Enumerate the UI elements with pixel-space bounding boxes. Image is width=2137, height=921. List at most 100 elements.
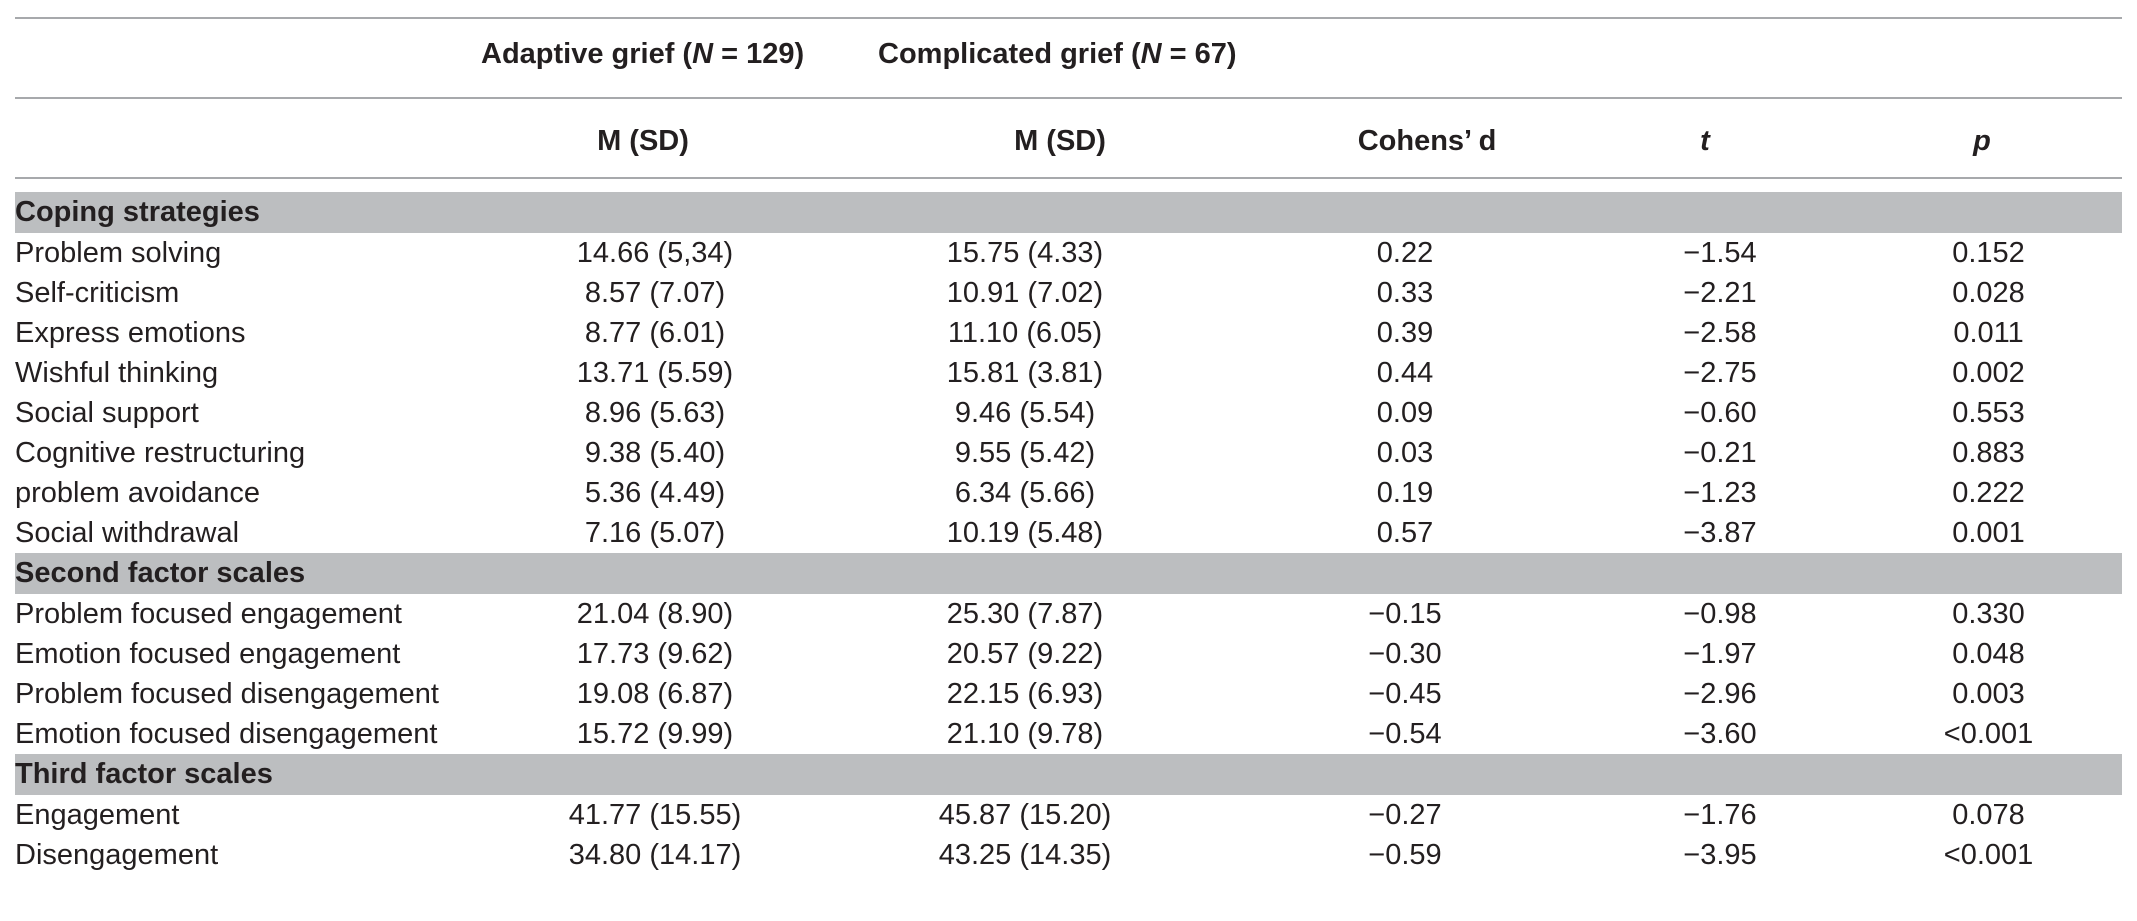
table-row: Problem focused disengagement 19.08 (6.87… (15, 674, 2122, 714)
group1-count: = 129) (713, 38, 805, 70)
complicated-mean-sd: 11.10 (6.05) (947, 316, 1103, 349)
cohens-d-value: 0.09 (1376, 396, 1434, 429)
cohens-d-value: −0.45 (1368, 677, 1442, 710)
table-row: Engagement 41.77 (15.55) 45.87 (15.20) −0.2… (15, 795, 2122, 835)
t-value: −1.54 (1683, 236, 1757, 269)
section-header-row: Second factor scales (15, 553, 2123, 594)
table-row: Social support 8.96 (5.63) 9.46 (5.54) 0.09… (15, 393, 2122, 433)
complicated-mean-sd: 15.75 (4.33) (946, 236, 1104, 269)
t-value: −1.23 (1683, 476, 1757, 509)
middle-rule (15, 97, 2122, 99)
table-row: Emotion focused disengagement 15.72 (9.99… (15, 714, 2122, 754)
row-label: Express emotions (15, 316, 246, 349)
adaptive-mean-sd: 15.72 (9.99) (576, 717, 734, 750)
row-label: Problem focused disengagement (15, 677, 439, 710)
table-row: Disengagement 34.80 (14.17) 43.25 (14.35) −… (15, 835, 2122, 875)
row-label: Wishful thinking (15, 356, 219, 389)
adaptive-mean-sd: 7.16 (5.07) (584, 516, 726, 549)
t-value: −2.96 (1683, 677, 1757, 710)
table-row: Express emotions 8.77 (6.01) 11.10 (6.05) 0… (15, 313, 2122, 353)
section-title: Second factor scales (15, 553, 2123, 594)
complicated-mean-sd: 22.15 (6.93) (946, 677, 1104, 710)
p-value: <0.001 (1943, 717, 2034, 750)
cohens-d-value: 0.57 (1376, 516, 1434, 549)
table-row: Problem focused engagement 21.04 (8.90) 25… (15, 594, 2122, 634)
table-row: Social withdrawal 7.16 (5.07) 10.19 (5.48)… (15, 513, 2122, 553)
cohens-d-value: −0.15 (1368, 597, 1442, 630)
complicated-mean-sd: 10.19 (5.48) (946, 516, 1104, 549)
t-value: −1.97 (1683, 637, 1757, 670)
t-value: −0.98 (1683, 597, 1757, 630)
adaptive-mean-sd: 9.38 (5.40) (584, 436, 726, 469)
cohens-d-value: 0.39 (1376, 316, 1434, 349)
row-label: Social withdrawal (15, 516, 240, 549)
adaptive-mean-sd: 13.71 (5.59) (576, 356, 734, 389)
section-header-row: Third factor scales (15, 754, 2123, 795)
col-header-m2: M (SD) (1014, 125, 1106, 157)
cohens-d-value: −0.54 (1368, 717, 1442, 750)
complicated-mean-sd: 9.55 (5.42) (954, 436, 1096, 469)
col-header-t: t (1700, 125, 1710, 157)
cohens-d-value: −0.59 (1368, 838, 1442, 871)
adaptive-mean-sd: 8.77 (6.01) (584, 316, 726, 349)
p-value: 0.003 (1952, 677, 2025, 710)
group2-label: Complicated grief ( (878, 38, 1141, 70)
table-row: Cognitive restructuring 9.38 (5.40) 9.55 (… (15, 433, 2122, 473)
cohens-d-value: −0.27 (1368, 798, 1442, 831)
p-value: 0.078 (1952, 798, 2025, 831)
cohens-d-value: 0.44 (1376, 356, 1434, 389)
group-header-adaptive: Adaptive grief (N = 129) (481, 38, 804, 71)
t-value: −3.95 (1683, 838, 1757, 871)
t-value: −1.76 (1683, 798, 1757, 831)
table-row: Self-criticism 8.57 (7.07) 10.91 (7.02) 0.3… (15, 273, 2122, 313)
adaptive-mean-sd: 5.36 (4.49) (584, 476, 726, 509)
table-row: problem avoidance 5.36 (4.49) 6.34 (5.66) 0… (15, 473, 2122, 513)
row-label: Self-criticism (15, 276, 180, 309)
table-row: Problem solving 14.66 (5,34) 15.75 (4.33) 0… (15, 233, 2122, 273)
adaptive-mean-sd: 14.66 (5,34) (576, 236, 734, 269)
row-label: Social support (15, 396, 199, 429)
t-value: −0.21 (1683, 436, 1757, 469)
col-header-m1: M (SD) (597, 125, 689, 157)
group2-count: = 67) (1161, 38, 1237, 70)
section-title: Third factor scales (15, 754, 2123, 795)
p-value: 0.002 (1952, 356, 2025, 389)
group2-n-symbol: N (1140, 38, 1162, 70)
t-value: −2.58 (1683, 316, 1757, 349)
table-row: Emotion focused engagement 17.73 (9.62) 20… (15, 634, 2122, 674)
row-label: Emotion focused engagement (15, 637, 401, 670)
group1-n-symbol: N (692, 38, 714, 70)
data-table-body: Coping strategies Problem solving 14.66 (5… (15, 192, 2123, 875)
p-value: 0.553 (1952, 396, 2025, 429)
p-value: 0.330 (1952, 597, 2025, 630)
p-value: 0.001 (1952, 516, 2025, 549)
t-value: −3.87 (1683, 516, 1757, 549)
cohens-d-value: −0.30 (1368, 637, 1442, 670)
adaptive-mean-sd: 17.73 (9.62) (576, 637, 734, 670)
col-header-cohens-d: Cohens’ d (1357, 125, 1497, 157)
adaptive-mean-sd: 19.08 (6.87) (576, 677, 734, 710)
row-label: Engagement (15, 798, 180, 831)
complicated-mean-sd: 45.87 (15.20) (938, 798, 1112, 831)
p-value: 0.883 (1952, 436, 2025, 469)
row-label: Emotion focused disengagement (15, 717, 438, 750)
p-value: 0.028 (1952, 276, 2025, 309)
complicated-mean-sd: 15.81 (3.81) (946, 356, 1104, 389)
complicated-mean-sd: 21.10 (9.78) (946, 717, 1104, 750)
col-header-p: p (1973, 125, 1991, 157)
top-rule (15, 17, 2122, 19)
p-value: 0.048 (1952, 637, 2025, 670)
group1-label: Adaptive grief ( (481, 38, 693, 70)
row-label: problem avoidance (15, 476, 261, 509)
row-label: Problem solving (15, 236, 222, 269)
complicated-mean-sd: 9.46 (5.54) (954, 396, 1096, 429)
p-value: <0.001 (1943, 838, 2034, 871)
t-value: −2.21 (1683, 276, 1757, 309)
complicated-mean-sd: 6.34 (5.66) (954, 476, 1096, 509)
row-label: Problem focused engagement (15, 597, 402, 630)
cohens-d-value: 0.19 (1376, 476, 1434, 509)
p-value: 0.152 (1952, 236, 2025, 269)
t-value: −0.60 (1683, 396, 1757, 429)
row-label: Cognitive restructuring (15, 436, 306, 469)
